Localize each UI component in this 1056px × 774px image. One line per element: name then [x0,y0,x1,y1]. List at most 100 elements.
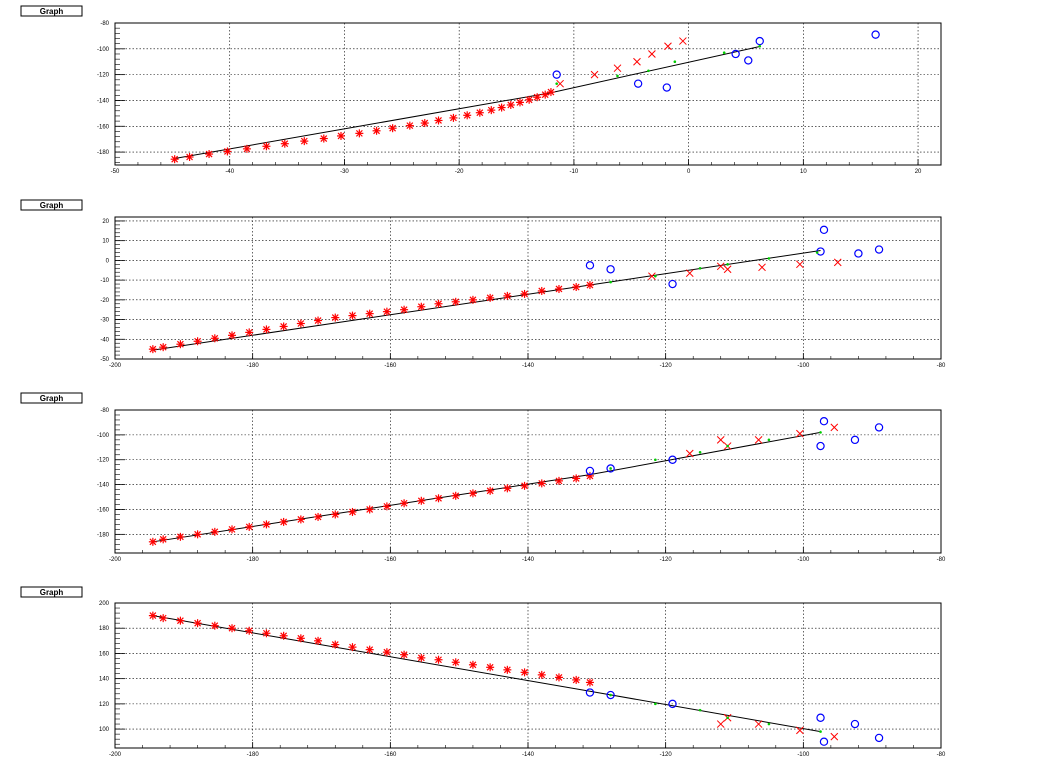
circle-marker [850,435,860,445]
y-tick-label: -100 [97,433,110,439]
star-marker [497,103,506,112]
x-tick-label: -140 [522,363,535,369]
x-tick-label: -120 [660,557,673,563]
graph-panel-2: Graph-200 -180 -160 -140 -120 -100 -80-50-40-3… [20,199,946,369]
cross-marker [830,423,839,432]
cross-marker [716,262,725,271]
y-tick-label: 120 [99,702,110,708]
star-marker [348,643,357,652]
graph-panel-1: Graph-50 -40 -30 -20 -10 0 10 20-180-160-140-12… [20,5,942,175]
cross-marker [716,435,725,444]
cross-marker [830,732,839,741]
x-tick-label: -160 [384,363,397,369]
star-marker [372,126,381,135]
green-point-marker [726,716,729,720]
x-tick-label: -200 [109,363,122,369]
green-point-marker [609,280,612,284]
cross-marker [796,429,804,438]
x-tick-label: -50 [111,169,120,175]
star-marker [434,494,443,503]
green-point-marker [726,444,729,448]
star-marker [487,106,496,115]
star-marker [228,525,237,534]
star-marker [486,293,495,302]
star-marker [262,142,271,151]
star-marker [245,522,254,531]
x-tick-label: -20 [455,169,464,175]
star-marker [331,640,340,649]
circle-marker [819,225,829,235]
star-marker [348,311,357,320]
star-marker [585,281,594,290]
circle-marker [606,464,615,473]
cross-marker [758,263,766,272]
star-marker [405,121,414,130]
star-marker [468,489,477,498]
star-marker [468,660,477,669]
star-marker [554,284,563,293]
star-marker [537,670,546,679]
x-tick-label: -40 [225,169,234,175]
star-marker [170,155,179,164]
x-tick-label: -100 [797,752,810,758]
cross-marker [754,720,763,728]
green-point-marker [555,82,558,85]
star-marker [245,328,254,337]
star-marker [486,663,495,672]
graph-panel-3: Graph -200 -180 -160 -140 -120 -100 -80 -180 -160… [20,392,946,563]
circle-marker [552,70,561,79]
green-point-marker [815,251,819,254]
star-marker [400,499,409,508]
plot-frame [114,22,942,166]
x-tick-label: -200 [109,557,122,563]
star-marker [314,512,323,521]
star-marker [148,345,157,354]
cross-marker [833,258,842,267]
y-tick-label: -100 [97,47,110,53]
star-marker [486,486,495,495]
star-marker [331,510,340,519]
circle-marker [874,733,884,743]
cross-marker [613,64,622,73]
star-marker [365,505,374,514]
circle-marker [668,279,677,289]
cross-marker [723,265,732,274]
star-marker [382,307,391,316]
star-marker [417,496,426,505]
star-marker [176,340,185,349]
y-tick-label: -80 [100,408,109,414]
y-tick-label: -80 [100,21,109,27]
star-marker [223,147,232,156]
cross-marker [716,720,725,728]
star-marker [537,479,546,488]
star-marker [475,108,484,117]
circle-marker [633,79,643,88]
y-tick-label: 140 [99,677,110,683]
star-marker [296,319,305,328]
green-point-marker [698,450,702,454]
circle-marker [585,261,595,270]
y-tick-label: -120 [97,458,110,464]
x-tick-label: -80 [937,557,946,563]
star-marker [503,484,512,493]
y-tick-label: -20 [100,298,109,304]
star-marker [585,678,594,687]
green-point-marker [767,257,771,260]
x-tick-label: -140 [522,557,535,563]
y-tick-label: -30 [100,318,109,324]
star-marker [210,527,219,536]
star-marker [242,144,251,153]
fit-line [174,45,761,160]
cross-marker [679,37,687,45]
green-point-marker [767,438,771,442]
circle-marker [744,56,753,65]
star-marker [262,520,271,529]
circle-marker [731,49,740,59]
star-marker [300,137,309,146]
star-marker [400,650,409,659]
circle-marker [585,688,595,697]
green-point-marker [698,708,702,712]
star-marker [193,337,202,346]
circle-marker [819,737,829,746]
